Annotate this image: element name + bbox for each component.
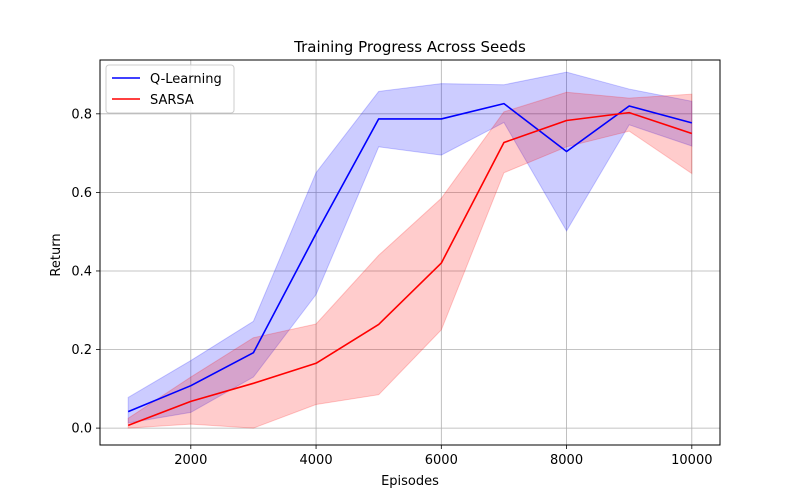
x-tick-label: 6000 [425,453,458,468]
y-tick-label: 0.8 [71,107,92,122]
x-axis-label: Episodes [381,474,439,489]
y-tick-label: 0.2 [71,343,92,358]
chart-title: Training Progress Across Seeds [293,38,526,56]
x-tick-label: 2000 [174,453,207,468]
plot-frame [99,59,721,446]
legend-label-q-learning: Q-Learning [150,72,222,87]
y-tick-label: 0.4 [71,264,92,279]
legend-box [105,64,235,114]
legend-label-sarsa: SARSA [150,93,194,108]
y-axis-ticks: 0.0 0.2 0.4 0.6 0.8 [71,107,100,437]
confidence-bands [127,71,693,429]
y-axis-label: Return [49,233,64,276]
legend: Q-Learning SARSA [105,64,235,114]
band-sarsa [127,91,693,429]
series-lines [127,102,693,427]
series-line-sarsa [127,111,693,427]
y-tick-label: 0.6 [71,186,92,201]
series-line-q-learning [127,102,693,413]
x-tick-label: 4000 [300,453,333,468]
y-tick-label: 0.0 [71,422,92,437]
x-tick-label: 8000 [550,453,583,468]
band-q-learning [127,71,693,424]
x-tick-label: 10000 [671,453,712,468]
x-axis-ticks: 2000 4000 6000 8000 10000 [174,445,712,468]
